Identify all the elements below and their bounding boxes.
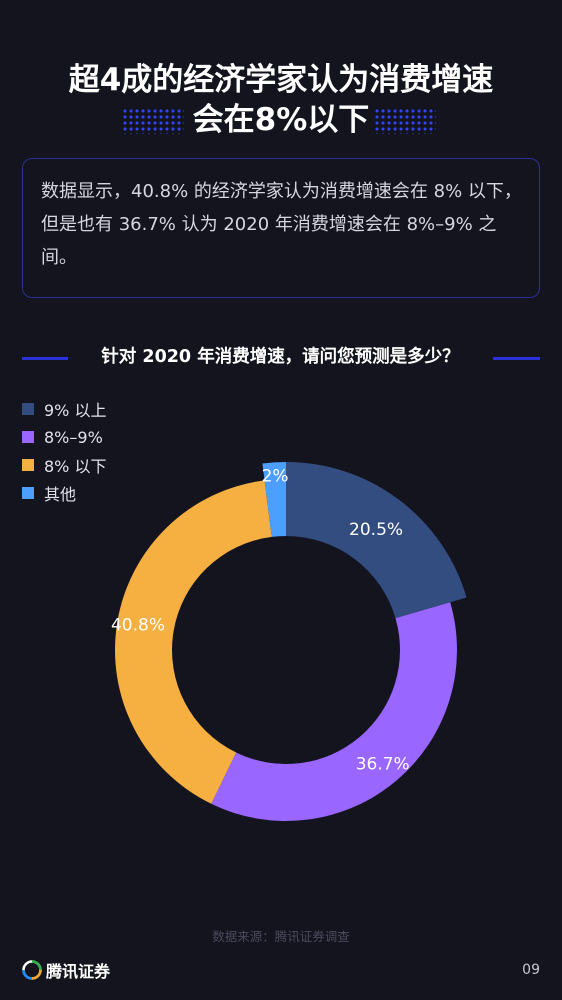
donut-slice [262,462,286,537]
donut-slice [114,480,272,804]
donut-slice [211,602,457,821]
page-title-line-1: 超4成的经济学家认为消费增速 [68,62,494,98]
legend-item: 8%–9% [22,423,106,451]
brand-logo: 腾讯证券 [22,958,110,982]
legend-swatch [22,459,34,471]
legend-label: 8%–9% [44,427,103,447]
legend-item: 其他 [22,479,106,507]
legend-item: 9% 以上 [22,395,106,423]
decorative-dots-right [374,108,436,134]
legend-swatch [22,431,34,443]
summary-text: 数据显示，40.8% 的经济学家认为消费增速会在 8% 以下，但是也有 36.7… [41,181,522,268]
legend-label: 8% 以下 [44,457,107,476]
donut-slice [286,462,467,619]
brand-logo-icon [22,960,42,980]
slice-label: 40.8% [111,616,165,636]
slice-label: 36.7% [356,755,410,775]
legend-label: 9% 以上 [44,401,107,420]
slice-label: 20.5% [349,520,403,540]
donut-chart: 20.5% 36.7% 40.8% 2% [111,462,467,821]
data-source: 数据来源：腾讯证券调查 [212,929,350,944]
summary-box: 数据显示，40.8% 的经济学家认为消费增速会在 8% 以下，但是也有 36.7… [22,158,540,298]
legend-item: 8% 以下 [22,451,106,479]
page-number: 09 [522,962,540,978]
section-divider-right [493,357,540,360]
slice-label: 2% [262,466,289,486]
chart-title: 针对 2020 年消费增速，请问您预测是多少？ [101,347,460,367]
brand-name: 腾讯证券 [46,962,111,981]
chart-legend: 9% 以上 8%–9% 8% 以下 其他 [22,395,106,507]
legend-swatch [22,403,34,415]
page-title-line-2: 会在8%以下 [192,102,370,138]
decorative-dots-left [122,108,184,134]
legend-label: 其他 [44,485,77,504]
legend-swatch [22,487,34,499]
section-divider-left [22,357,68,360]
